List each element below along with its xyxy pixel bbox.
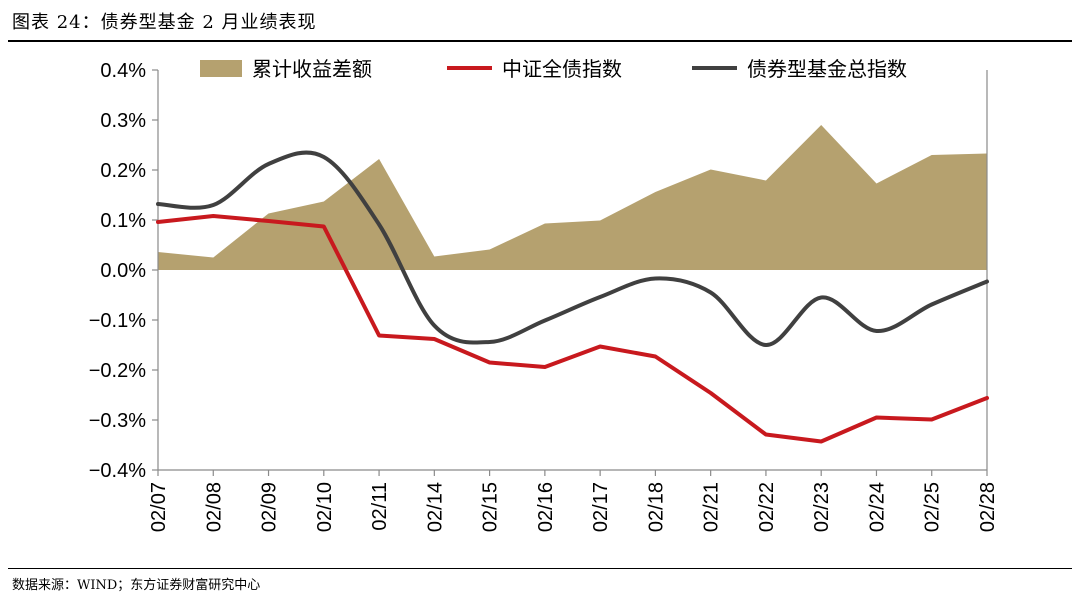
y-tick-label-5: −0.1% [89,310,146,332]
x-tick-label-9: 02/18 [645,482,667,532]
y-tick-label-2: 0.2% [100,160,146,182]
axis-layer: 0.4% 0.3% 0.2% 0.1% 0.0% −0.1% −0.2% −0.3% −0.4%… [89,60,999,532]
legend-label-1: 中证全债指数 [502,57,622,81]
y-tick-label-6: −0.2% [89,360,146,382]
series-line-csi-bond-index [156,214,989,444]
x-tick-label-8: 02/17 [590,482,612,532]
legend-item-0: 累计收益差额 [200,57,372,81]
x-tick-label-15: 02/28 [977,482,999,532]
x-tick-label-1: 02/08 [203,482,225,532]
x-tick-label-7: 02/16 [535,482,557,532]
legend-item-1: 中证全债指数 [447,57,622,81]
x-tick-label-2: 02/09 [259,482,281,532]
chart-title: 图表 24：债券型基金 2 月业绩表现 [12,12,317,33]
y-tick-label-8: −0.4% [89,460,146,482]
legend-swatch-0 [200,60,242,77]
legend-label-0: 累计收益差额 [252,57,372,81]
y-tick-label-7: −0.3% [89,410,146,432]
legend: 累计收益差额 中证全债指数 债券型基金总指数 [200,57,907,81]
y-tick-label-0: 0.4% [100,60,146,82]
area-layer [158,125,987,270]
source-note: 数据来源：WIND；东方证券财富研究中心 [12,578,261,593]
x-tick-label-13: 02/24 [866,482,888,532]
legend-item-2: 债券型基金总指数 [692,57,907,81]
x-tick-label-5: 02/14 [424,482,446,532]
x-tick-label-3: 02/10 [314,482,336,532]
x-tick-label-12: 02/23 [811,482,833,532]
x-tick-label-4: 02/11 [369,482,391,531]
x-tick-label-10: 02/21 [701,482,723,532]
y-tick-label-1: 0.3% [100,110,146,132]
y-tick-label-3: 0.1% [100,210,146,232]
y-tick-label-4: 0.0% [100,260,146,282]
x-tick-label-0: 02/07 [148,482,170,532]
series-area-cumulative-diff [158,125,987,270]
bottom-rule [8,568,1072,569]
x-tick-label-11: 02/22 [756,482,778,532]
line-layer [156,150,989,444]
top-rule [8,40,1072,42]
x-tick-label-14: 02/25 [922,482,944,532]
series-line-bond-fund-index [156,150,989,348]
x-tick-label-6: 02/15 [480,482,502,532]
legend-label-2: 债券型基金总指数 [747,57,907,81]
